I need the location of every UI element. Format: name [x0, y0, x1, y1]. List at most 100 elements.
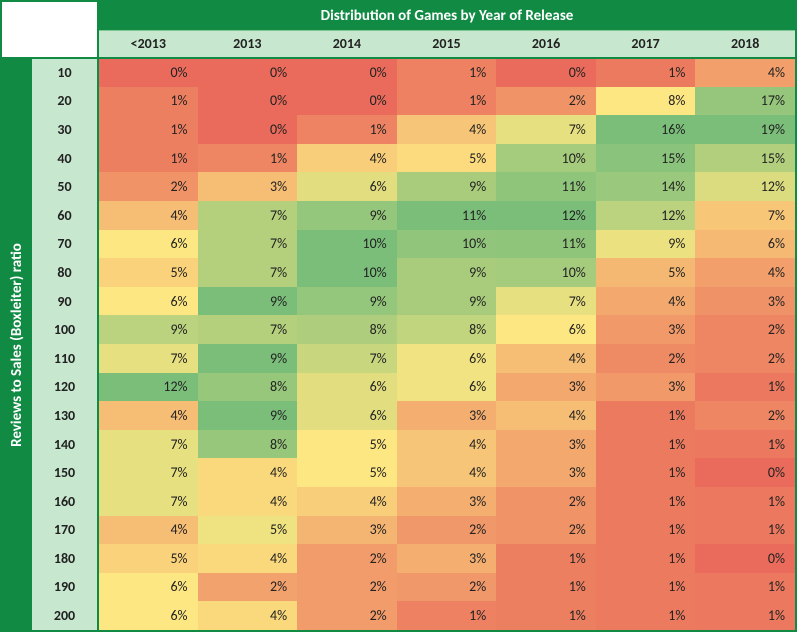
heatmap-cell: 10% — [496, 144, 596, 173]
heatmap-cell: 1% — [198, 144, 298, 173]
heatmap-cell: 1% — [596, 601, 696, 630]
heatmap-cell: 4% — [198, 601, 298, 630]
heatmap-cell: 2% — [397, 573, 497, 602]
heatmap-cell: 12% — [496, 201, 596, 230]
row-label: 30 — [32, 115, 98, 144]
heatmap-cell: 6% — [397, 373, 497, 402]
heatmap-table: Distribution of Games by Year of Release… — [2, 2, 795, 630]
heatmap-cell: 2% — [297, 573, 397, 602]
heatmap-cell: 2% — [596, 344, 696, 373]
row-label: 40 — [32, 144, 98, 173]
year-header: 2014 — [297, 30, 397, 58]
row-label: 20 — [32, 87, 98, 116]
heatmap-cell: 0% — [198, 87, 298, 116]
heatmap-cell: 10% — [496, 258, 596, 287]
heatmap-cell: 12% — [695, 172, 795, 201]
heatmap-cell: 4% — [496, 401, 596, 430]
heatmap-cell: 1% — [695, 430, 795, 459]
heatmap-cell: 7% — [496, 287, 596, 316]
heatmap-cell: 1% — [596, 458, 696, 487]
heatmap-cell: 3% — [198, 172, 298, 201]
heatmap-cell: 3% — [496, 458, 596, 487]
heatmap-cell: 14% — [596, 172, 696, 201]
heatmap-cell: 5% — [596, 258, 696, 287]
heatmap-cell: 2% — [496, 87, 596, 116]
heatmap-cell: 1% — [695, 601, 795, 630]
heatmap-cell: 2% — [695, 401, 795, 430]
heatmap-cell: 1% — [496, 544, 596, 573]
column-group-title: Distribution of Games by Year of Release — [98, 2, 795, 30]
heatmap-cell: 0% — [198, 58, 298, 87]
heatmap-cell: 6% — [98, 601, 198, 630]
heatmap-cell: 4% — [198, 544, 298, 573]
year-header: 2016 — [496, 30, 596, 58]
heatmap-cell: 9% — [297, 201, 397, 230]
heatmap-cell: 1% — [596, 430, 696, 459]
heatmap-cell: 1% — [596, 487, 696, 516]
heatmap-cell: 4% — [596, 287, 696, 316]
heatmap-cell: 5% — [297, 430, 397, 459]
heatmap-cell: 1% — [98, 144, 198, 173]
heatmap-cell: 19% — [695, 115, 795, 144]
heatmap-cell: 5% — [98, 258, 198, 287]
heatmap-cell: 5% — [98, 544, 198, 573]
heatmap-cell: 1% — [397, 58, 497, 87]
heatmap-cell: 7% — [496, 115, 596, 144]
row-label: 70 — [32, 230, 98, 259]
heatmap-cell: 0% — [297, 58, 397, 87]
heatmap-cell: 1% — [496, 573, 596, 602]
row-label: 170 — [32, 516, 98, 545]
heatmap-cell: 3% — [397, 401, 497, 430]
heatmap-cell: 7% — [98, 344, 198, 373]
year-header: 2015 — [397, 30, 497, 58]
heatmap-cell: 15% — [596, 144, 696, 173]
row-label: 10 — [32, 58, 98, 87]
heatmap-cell: 6% — [297, 373, 397, 402]
heatmap-cell: 16% — [596, 115, 696, 144]
heatmap-cell: 4% — [98, 516, 198, 545]
heatmap-cell: 2% — [397, 516, 497, 545]
heatmap-cell: 7% — [98, 458, 198, 487]
heatmap-cell: 3% — [596, 315, 696, 344]
heatmap-cell: 11% — [496, 172, 596, 201]
heatmap-cell: 1% — [695, 573, 795, 602]
heatmap-cell: 3% — [695, 287, 795, 316]
heatmap-cell: 9% — [397, 287, 497, 316]
heatmap-cell: 0% — [695, 544, 795, 573]
heatmap-cell: 12% — [98, 373, 198, 402]
heatmap-cell: 7% — [198, 315, 298, 344]
heatmap-cell: 5% — [198, 516, 298, 545]
heatmap-cell: 7% — [695, 201, 795, 230]
row-label: 50 — [32, 172, 98, 201]
heatmap-cell: 3% — [496, 430, 596, 459]
heatmap-cell: 6% — [98, 230, 198, 259]
heatmap-cell: 1% — [397, 87, 497, 116]
row-group-title: Reviews to Sales (Boxleiter) ratio — [2, 58, 32, 630]
heatmap-cell: 2% — [198, 573, 298, 602]
row-label: 110 — [32, 344, 98, 373]
heatmap-cell: 4% — [98, 201, 198, 230]
heatmap-cell: 3% — [397, 487, 497, 516]
row-label: 100 — [32, 315, 98, 344]
row-label: 140 — [32, 430, 98, 459]
heatmap-cell: 10% — [397, 230, 497, 259]
heatmap-cell: 4% — [198, 487, 298, 516]
heatmap-cell: 9% — [198, 287, 298, 316]
heatmap-cell: 3% — [496, 373, 596, 402]
heatmap-cell: 7% — [198, 258, 298, 287]
heatmap-cell: 1% — [98, 87, 198, 116]
heatmap-cell: 10% — [297, 230, 397, 259]
heatmap-cell: 1% — [596, 58, 696, 87]
heatmap-cell: 3% — [397, 544, 497, 573]
row-label: 130 — [32, 401, 98, 430]
heatmap-cell: 9% — [297, 287, 397, 316]
heatmap-cell: 1% — [596, 401, 696, 430]
heatmap-cell: 4% — [496, 344, 596, 373]
heatmap-cell: 17% — [695, 87, 795, 116]
year-header: 2018 — [695, 30, 795, 58]
row-label: 200 — [32, 601, 98, 630]
heatmap-cell: 8% — [198, 430, 298, 459]
row-label: 150 — [32, 458, 98, 487]
row-label: 90 — [32, 287, 98, 316]
heatmap-cell: 11% — [496, 230, 596, 259]
